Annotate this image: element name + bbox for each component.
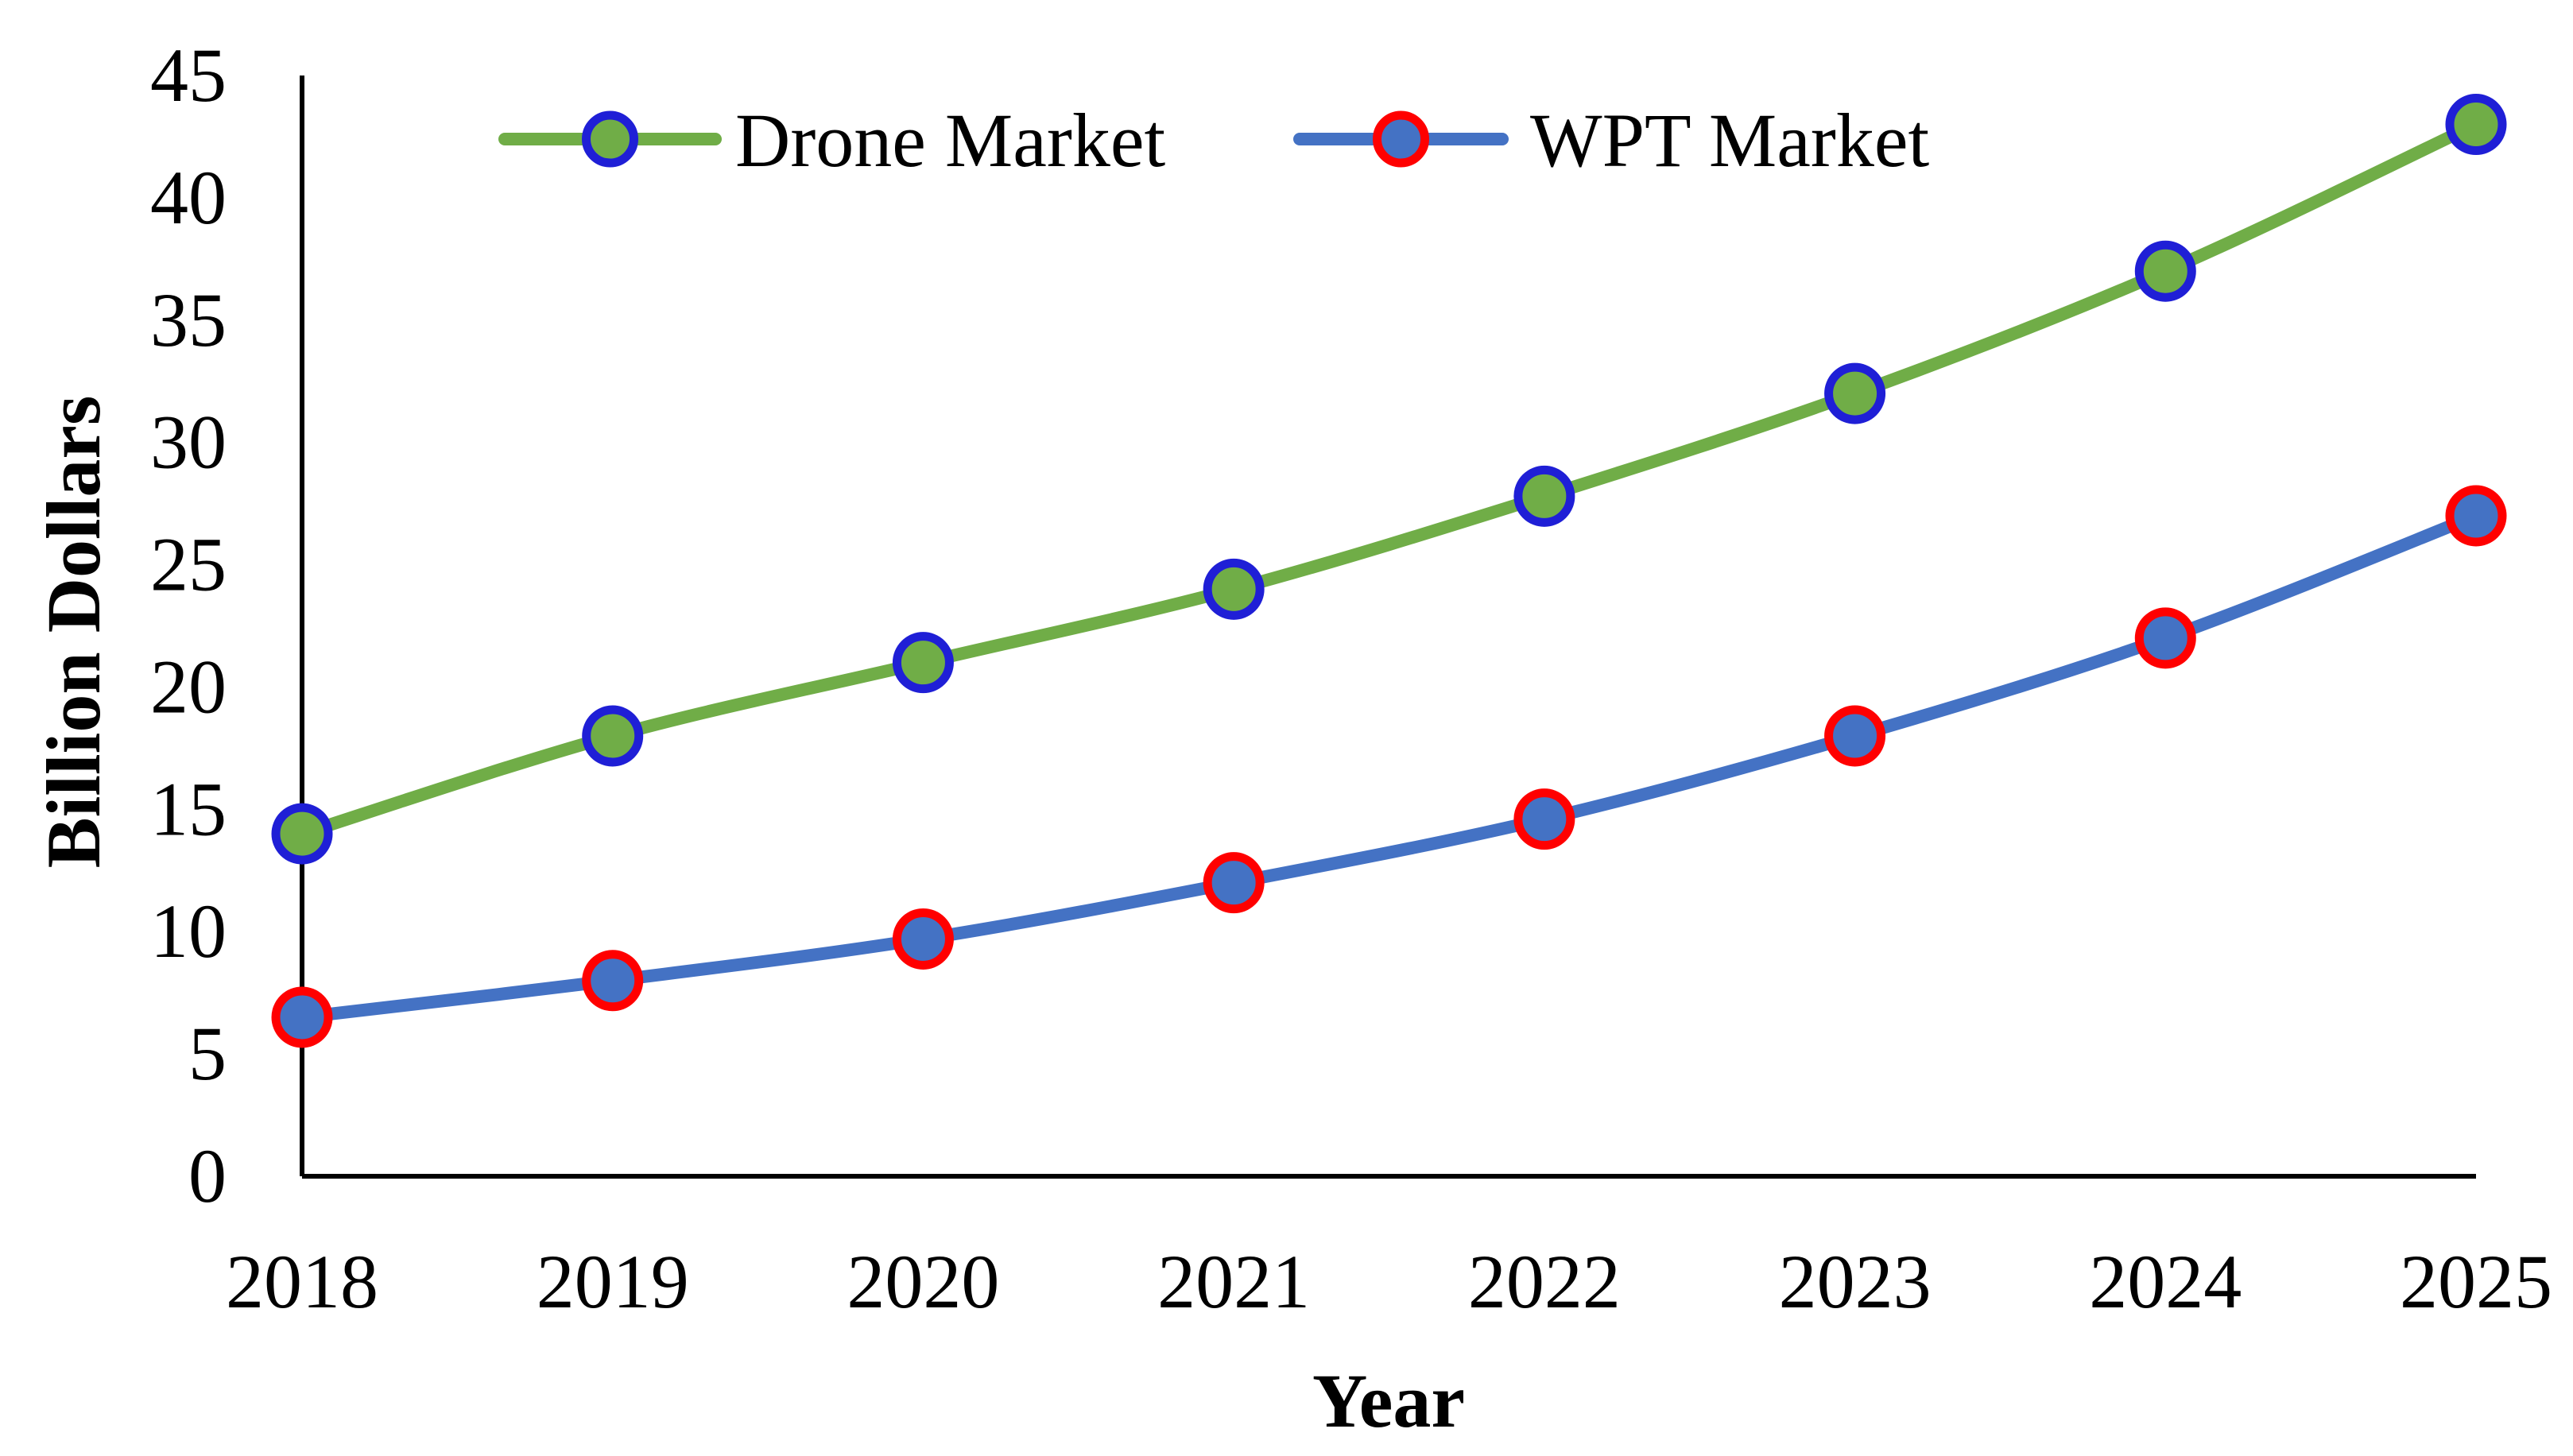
data-point-wpt-market-2020 [892, 908, 954, 970]
data-point-wpt-market-2019 [582, 950, 644, 1012]
x-tick-label: 2021 [1157, 1239, 1310, 1324]
x-tick-label: 2020 [847, 1239, 999, 1324]
legend-item-wpt-market: WPT Market [1293, 98, 1929, 183]
y-tick-label: 25 [150, 522, 227, 607]
y-tick-label: 10 [150, 889, 227, 974]
series-line-wpt-market [296, 509, 2482, 1024]
series-drone-market [271, 94, 2507, 865]
data-point-drone-market-2023 [1824, 362, 1886, 424]
x-tick-label: 2018 [226, 1239, 378, 1324]
y-tick-label: 40 [150, 155, 227, 240]
y-tick-label: 45 [150, 33, 227, 118]
data-point-drone-market-2025 [2445, 94, 2507, 156]
y-axis-title: Billion Dollars [31, 396, 116, 869]
legend-marker-drone-market [582, 110, 638, 168]
legend: Drone Market WPT Market [498, 98, 1929, 183]
y-tick-label: 5 [188, 1011, 227, 1096]
data-point-wpt-market-2025 [2445, 485, 2507, 547]
data-point-wpt-market-2022 [1513, 788, 1575, 850]
x-tick-label: 2023 [1779, 1239, 1932, 1324]
data-point-drone-market-2018 [271, 803, 333, 865]
y-tick-labels: 0 5 10 15 20 25 30 35 40 45 [150, 33, 227, 1218]
data-point-drone-market-2024 [2134, 240, 2196, 302]
legend-item-drone-market: Drone Market [498, 98, 1165, 183]
series-line-drone-market [296, 118, 2482, 841]
data-point-drone-market-2020 [892, 632, 954, 694]
x-tick-label: 2022 [1468, 1239, 1621, 1324]
x-tick-label: 2019 [537, 1239, 689, 1324]
data-point-wpt-market-2021 [1203, 852, 1265, 914]
x-tick-labels: 2018 2019 2020 2021 2022 2023 2024 2025 [226, 1239, 2552, 1324]
data-point-wpt-market-2024 [2134, 607, 2196, 669]
data-point-drone-market-2019 [582, 705, 644, 767]
x-axis-title: Year [1312, 1358, 1465, 1443]
legend-marker-wpt-market [1373, 110, 1429, 168]
legend-label-drone-market: Drone Market [735, 98, 1165, 183]
series-wpt-market [271, 485, 2507, 1048]
data-point-wpt-market-2023 [1824, 705, 1886, 767]
y-tick-label: 0 [188, 1133, 227, 1218]
legend-label-wpt-market: WPT Market [1530, 98, 1929, 183]
series-layer [271, 94, 2507, 1048]
x-tick-label: 2024 [2089, 1239, 2242, 1324]
y-tick-label: 30 [150, 400, 227, 485]
data-point-drone-market-2021 [1203, 558, 1265, 620]
x-tick-label: 2025 [2400, 1239, 2552, 1324]
data-point-wpt-market-2018 [271, 986, 333, 1048]
y-tick-label: 20 [150, 644, 227, 729]
data-point-drone-market-2022 [1513, 465, 1575, 527]
y-tick-label: 15 [150, 766, 227, 851]
y-tick-label: 35 [150, 277, 227, 362]
